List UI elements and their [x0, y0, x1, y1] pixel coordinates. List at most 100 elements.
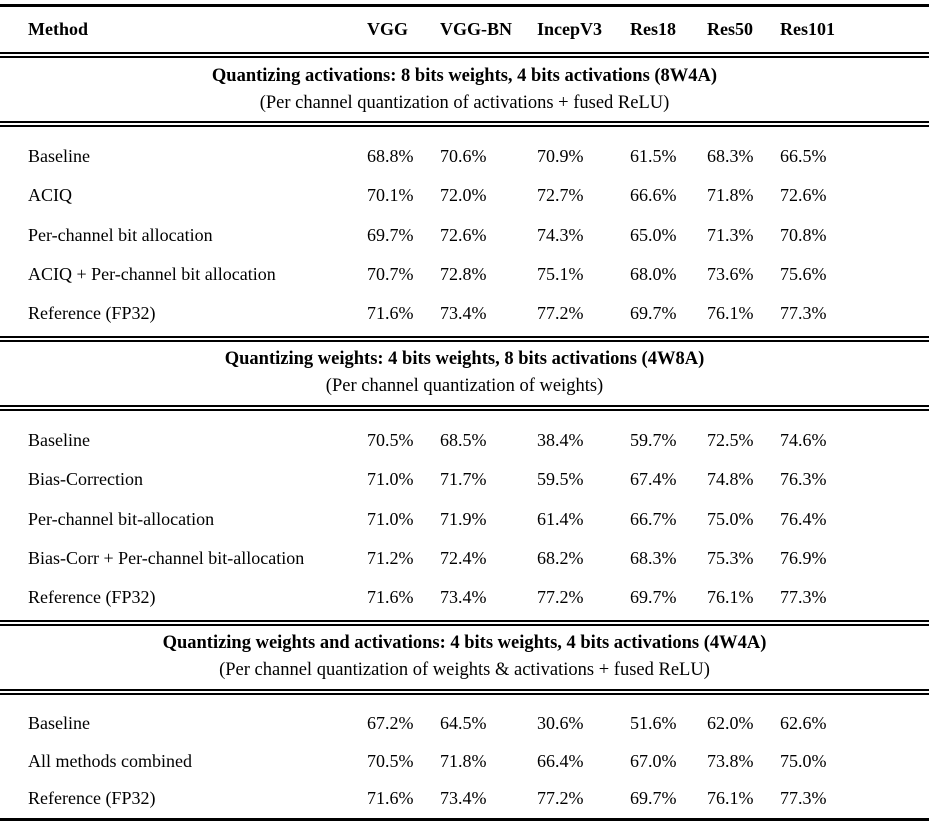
- value-cell: 69.7%: [630, 303, 677, 324]
- value-cell: 70.8%: [780, 224, 827, 245]
- column-header-incepv3: IncepV3: [537, 19, 603, 39]
- value-cell: 74.6%: [780, 430, 827, 451]
- value-cell: 73.4%: [440, 788, 487, 809]
- value-cell: 61.5%: [630, 146, 677, 167]
- value-cell: 67.2%: [367, 713, 414, 734]
- value-cell: 30.6%: [537, 713, 584, 734]
- value-cell: 68.3%: [707, 146, 754, 167]
- value-cell: 68.5%: [440, 430, 487, 451]
- value-cell: 76.9%: [780, 548, 827, 569]
- section-divider-rule: [0, 688, 929, 695]
- value-cell: 70.7%: [367, 264, 414, 285]
- value-cell: 68.2%: [537, 548, 584, 569]
- value-cell: 66.5%: [780, 146, 827, 167]
- table-row: Reference (FP32) 71.6% 73.4% 77.2% 69.7%…: [0, 294, 929, 333]
- header-divider-rule: [0, 52, 929, 58]
- value-cell: 69.7%: [630, 788, 677, 809]
- value-cell: 69.7%: [367, 224, 414, 245]
- value-cell: 71.7%: [440, 469, 487, 490]
- value-cell: 71.6%: [367, 788, 414, 809]
- value-cell: 67.0%: [630, 750, 677, 771]
- value-cell: 70.9%: [537, 146, 584, 167]
- value-cell: 74.3%: [537, 224, 584, 245]
- value-cell: 70.5%: [367, 430, 414, 451]
- column-header-method: Method: [28, 19, 88, 39]
- section-body-4w8a: Baseline 70.5% 68.5% 38.4% 59.7% 72.5% 7…: [0, 411, 929, 620]
- column-header-res50: Res50: [707, 19, 753, 39]
- value-cell: 72.6%: [440, 224, 487, 245]
- value-cell: 76.1%: [707, 788, 754, 809]
- value-cell: 69.7%: [630, 587, 677, 608]
- value-cell: 71.0%: [367, 469, 414, 490]
- table-top-rule: [0, 4, 929, 7]
- value-cell: 72.6%: [780, 185, 827, 206]
- value-cell: 71.2%: [367, 548, 414, 569]
- value-cell: 76.3%: [780, 469, 827, 490]
- value-cell: 75.3%: [707, 548, 754, 569]
- value-cell: 71.6%: [367, 303, 414, 324]
- table-row: Bias-Corr + Per-channel bit-allocation 7…: [0, 539, 929, 578]
- method-cell: Baseline: [28, 713, 90, 734]
- value-cell: 70.6%: [440, 146, 487, 167]
- value-cell: 76.1%: [707, 303, 754, 324]
- method-cell: Bias-Correction: [28, 469, 143, 490]
- value-cell: 70.1%: [367, 185, 414, 206]
- table-row: Per-channel bit-allocation 71.0% 71.9% 6…: [0, 500, 929, 539]
- value-cell: 73.4%: [440, 587, 487, 608]
- value-cell: 67.4%: [630, 469, 677, 490]
- value-cell: 62.6%: [780, 713, 827, 734]
- method-cell: Reference (FP32): [28, 587, 156, 608]
- value-cell: 73.4%: [440, 303, 487, 324]
- value-cell: 75.0%: [780, 750, 827, 771]
- section-subtitle: (Per channel quantization of weights & a…: [219, 660, 710, 681]
- value-cell: 77.3%: [780, 303, 827, 324]
- value-cell: 64.5%: [440, 713, 487, 734]
- value-cell: 68.8%: [367, 146, 414, 167]
- value-cell: 73.8%: [707, 750, 754, 771]
- value-cell: 75.1%: [537, 264, 584, 285]
- value-cell: 66.4%: [537, 750, 584, 771]
- section-subtitle: (Per channel quantization of weights): [325, 376, 604, 397]
- value-cell: 59.5%: [537, 469, 584, 490]
- value-cell: 77.2%: [537, 788, 584, 809]
- table-row: ACIQ + Per-channel bit allocation 70.7% …: [0, 255, 929, 294]
- value-cell: 38.4%: [537, 430, 584, 451]
- section-subtitle: (Per channel quantization of activations…: [259, 92, 670, 113]
- value-cell: 72.5%: [707, 430, 754, 451]
- value-cell: 70.5%: [367, 750, 414, 771]
- method-cell: ACIQ + Per-channel bit allocation: [28, 264, 276, 285]
- method-cell: ACIQ: [28, 185, 72, 206]
- method-cell: Baseline: [28, 430, 90, 451]
- value-cell: 76.4%: [780, 508, 827, 529]
- table-row: Bias-Correction 71.0% 71.7% 59.5% 67.4% …: [0, 460, 929, 499]
- section-divider-rule: [0, 335, 929, 342]
- column-header-vgg-bn: VGG-BN: [440, 19, 512, 39]
- section-title: Quantizing weights and activations: 4 bi…: [162, 633, 767, 654]
- value-cell: 61.4%: [537, 508, 584, 529]
- value-cell: 72.0%: [440, 185, 487, 206]
- value-cell: 77.3%: [780, 788, 827, 809]
- value-cell: 71.8%: [440, 750, 487, 771]
- table-row: Baseline 67.2% 64.5% 30.6% 51.6% 62.0% 6…: [0, 705, 929, 743]
- value-cell: 66.6%: [630, 185, 677, 206]
- value-cell: 73.6%: [707, 264, 754, 285]
- table-header-row: Method VGG VGG-BN IncepV3 Res18 Res50 Re…: [0, 7, 929, 52]
- table-row: ACIQ 70.1% 72.0% 72.7% 66.6% 71.8% 72.6%: [0, 176, 929, 215]
- value-cell: 74.8%: [707, 469, 754, 490]
- value-cell: 72.7%: [537, 185, 584, 206]
- section-header-8w4a: Quantizing activations: 8 bits weights, …: [0, 58, 929, 121]
- section-body-8w4a: Baseline 68.8% 70.6% 70.9% 61.5% 68.3% 6…: [0, 127, 929, 336]
- value-cell: 51.6%: [630, 713, 677, 734]
- table-row: Reference (FP32) 71.6% 73.4% 77.2% 69.7%…: [0, 780, 929, 818]
- value-cell: 68.0%: [630, 264, 677, 285]
- section-body-4w4a: Baseline 67.2% 64.5% 30.6% 51.6% 62.0% 6…: [0, 695, 929, 818]
- table-row: Reference (FP32) 71.6% 73.4% 77.2% 69.7%…: [0, 578, 929, 617]
- value-cell: 66.7%: [630, 508, 677, 529]
- section-divider-rule: [0, 619, 929, 626]
- section-header-4w4a: Quantizing weights and activations: 4 bi…: [0, 626, 929, 689]
- column-header-res101: Res101: [780, 19, 835, 39]
- method-cell: Per-channel bit allocation: [28, 224, 213, 245]
- section-title: Quantizing activations: 8 bits weights, …: [211, 65, 718, 86]
- value-cell: 71.9%: [440, 508, 487, 529]
